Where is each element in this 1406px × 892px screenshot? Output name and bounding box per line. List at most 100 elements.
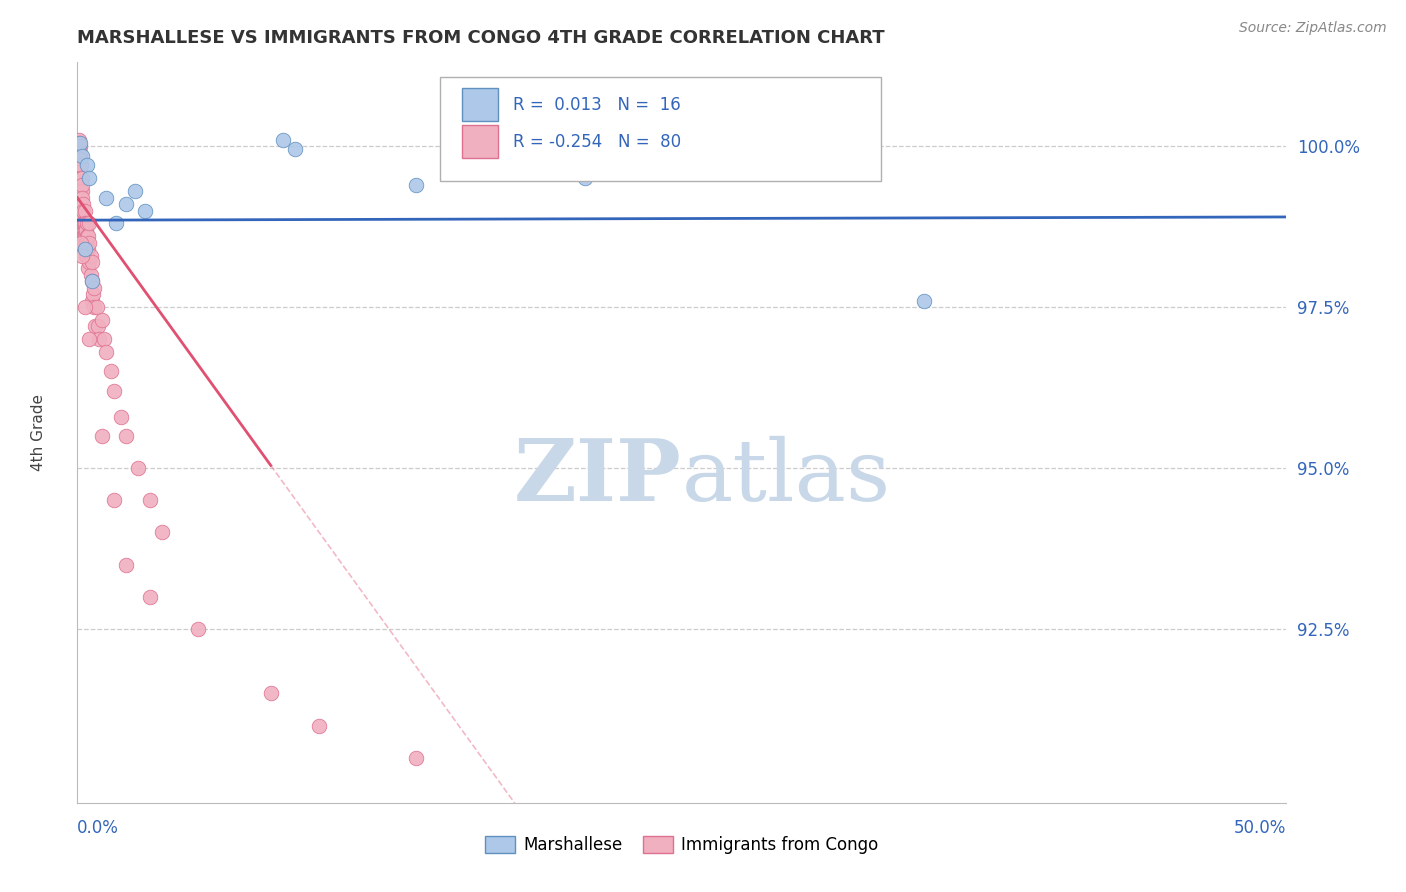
Point (72, 216, 94, 230)
Legend: Marshallese, Immigrants from Congo: Marshallese, Immigrants from Congo (478, 830, 886, 861)
Point (69, 145, 91, 160)
Point (110, 409, 132, 424)
Text: 50.0%: 50.0% (1234, 819, 1286, 837)
Point (73, 300, 96, 314)
Point (271, 133, 294, 147)
Point (308, 718, 330, 732)
Point (103, 493, 125, 508)
Point (80, 255, 103, 269)
Point (70, 184, 93, 198)
Point (75, 249, 97, 263)
Point (76, 235, 98, 250)
Point (73, 242, 96, 256)
Point (114, 197, 136, 211)
Point (79, 249, 101, 263)
Point (114, 429, 136, 443)
Text: Source: ZipAtlas.com: Source: ZipAtlas.com (1239, 21, 1386, 35)
Text: 0.0%: 0.0% (77, 819, 120, 837)
Point (84, 319, 107, 334)
Point (80, 293, 103, 308)
Point (114, 558, 136, 572)
FancyBboxPatch shape (440, 78, 882, 181)
Point (76, 249, 98, 263)
Point (70, 178, 93, 192)
Point (79, 332, 101, 346)
Point (75, 235, 97, 250)
Point (67, 133, 90, 147)
Text: R =  0.013   N =  16: R = 0.013 N = 16 (513, 95, 681, 113)
Point (67, 136, 90, 150)
Text: atlas: atlas (682, 435, 891, 518)
Point (96, 345, 118, 359)
Point (77, 261, 100, 276)
Point (70, 249, 93, 263)
Point (76, 216, 98, 230)
Point (127, 461, 149, 475)
Point (76, 229, 98, 244)
Point (69, 165, 91, 179)
Point (87, 319, 110, 334)
Point (93, 332, 115, 346)
Point (139, 590, 162, 604)
Point (72, 203, 94, 218)
Point (67, 142, 90, 156)
Point (80, 274, 103, 288)
Point (69, 139, 91, 153)
Point (86, 300, 108, 314)
Point (82, 287, 104, 301)
Point (67, 139, 90, 153)
Bar (461, 125, 498, 158)
Point (284, 142, 307, 156)
Point (96, 191, 118, 205)
Point (70, 191, 93, 205)
Text: 4th Grade: 4th Grade (31, 394, 46, 471)
Point (73, 242, 96, 256)
Point (70, 158, 93, 172)
Point (76, 242, 98, 256)
Point (70, 149, 93, 163)
Point (90, 429, 112, 443)
Point (105, 216, 128, 230)
Point (73, 229, 96, 244)
Point (150, 525, 173, 540)
Text: R = -0.254   N =  80: R = -0.254 N = 80 (513, 133, 681, 151)
Point (405, 178, 427, 192)
Point (77, 242, 100, 256)
Point (187, 622, 209, 636)
Text: ZIP: ZIP (515, 435, 682, 519)
Point (90, 313, 112, 327)
Point (103, 384, 125, 398)
Point (912, 293, 935, 308)
Point (70, 171, 93, 186)
Point (73, 216, 96, 230)
Bar (461, 88, 498, 121)
Point (70, 184, 93, 198)
Point (79, 268, 101, 282)
Point (79, 235, 101, 250)
Point (75, 223, 97, 237)
Point (69, 136, 91, 150)
Point (69, 152, 91, 166)
Point (405, 750, 427, 764)
Point (72, 197, 94, 211)
Point (79, 255, 101, 269)
Point (134, 203, 156, 218)
Point (83, 281, 105, 295)
Point (260, 686, 283, 700)
Point (79, 216, 101, 230)
Point (80, 274, 103, 288)
Point (70, 235, 93, 250)
Point (70, 171, 93, 186)
Point (69, 158, 91, 172)
Point (574, 171, 596, 186)
Point (87, 332, 110, 346)
Point (75, 223, 97, 237)
Point (79, 171, 101, 186)
Point (77, 229, 100, 244)
Point (70, 216, 93, 230)
Point (72, 229, 94, 244)
Point (75, 235, 97, 250)
Point (139, 493, 162, 508)
Point (73, 203, 96, 218)
Point (83, 300, 105, 314)
